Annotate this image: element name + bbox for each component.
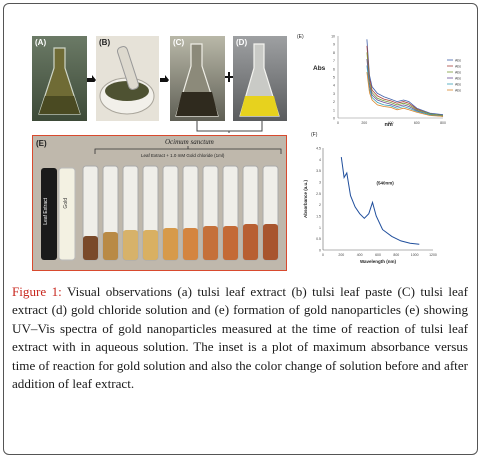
y-tick-label: 3.5 bbox=[316, 169, 321, 173]
panel-d-label: (D) bbox=[236, 38, 248, 47]
plus-sign bbox=[225, 70, 233, 84]
x-tick-label: 600 bbox=[414, 121, 420, 125]
bracket-sublabel: Leaf Extract + 1.0 mM Gold chloride (1ml… bbox=[141, 153, 225, 158]
y-axis-label: Absorbance (a.u.) bbox=[303, 180, 308, 219]
x-tick-label: 600 bbox=[375, 253, 381, 257]
y-tick-label: 5 bbox=[333, 76, 335, 80]
tube-bracket bbox=[94, 146, 282, 154]
spectra-top-svg: 0 1 2 3 4 5 6 7 8 9 10 0 200 400 600 800 Abs nm Abs Abs Abs A… bbox=[313, 35, 461, 129]
legend-entry: Abs bbox=[455, 83, 461, 87]
legend-entry: Abs bbox=[455, 65, 461, 69]
x-tick-label: 400 bbox=[388, 121, 394, 125]
x-tick-label: 0 bbox=[322, 253, 324, 257]
plus-icon bbox=[225, 72, 233, 82]
tube-label-leaf: Leaf Extract bbox=[43, 198, 49, 225]
y-tick-label: 0 bbox=[319, 249, 321, 253]
y-tick-label: 2 bbox=[319, 203, 321, 207]
caption-text: Visual observations (a) tulsi leaf extra… bbox=[12, 284, 468, 392]
x-tick-label: 800 bbox=[440, 121, 446, 125]
legend-entry: Abs bbox=[455, 71, 461, 75]
y-tick-label: 2.5 bbox=[316, 192, 321, 196]
y-tick-label: 2 bbox=[333, 100, 335, 104]
y-tick-label: 10 bbox=[331, 35, 335, 39]
series-line bbox=[366, 58, 444, 117]
figure-number: Figure 1: bbox=[12, 284, 62, 299]
y-tick-label: 1.5 bbox=[316, 215, 321, 219]
panel-a-label: (A) bbox=[35, 38, 47, 47]
series-line bbox=[366, 52, 444, 116]
spectra-bottom-svg: 0 0.5 1 1.5 2 2.5 3 3.5 4 4.5 0 200 400 600 800 1000 120… bbox=[303, 147, 437, 265]
x-tick-label: 400 bbox=[357, 253, 363, 257]
y-tick-label: 8 bbox=[333, 51, 335, 55]
x-axis-label: nm bbox=[385, 122, 393, 128]
y-tick-label: 7 bbox=[333, 59, 335, 63]
panel-c-photo: (C) bbox=[170, 36, 225, 121]
y-tick-label: 1 bbox=[319, 226, 321, 230]
flask-a-graphic bbox=[38, 47, 81, 115]
arrow-icon bbox=[160, 75, 169, 82]
bracket-cd bbox=[196, 121, 263, 133]
series-line bbox=[366, 65, 444, 117]
y-tick-label: 0 bbox=[333, 117, 335, 121]
panel-b-photo: (B) bbox=[96, 36, 159, 121]
figure-caption: Figure 1: Visual observations (a) tulsi … bbox=[12, 283, 468, 393]
x-tick-label: 200 bbox=[338, 253, 344, 257]
x-tick-label: 1200 bbox=[429, 253, 437, 257]
tube-label-gold: Gold bbox=[63, 198, 69, 209]
panel-d-photo: (D) bbox=[233, 36, 287, 121]
legend-entry: Abs bbox=[455, 77, 461, 81]
legend-entry: Abs bbox=[455, 59, 461, 63]
series-line bbox=[366, 72, 444, 117]
panel-e-label: (E) bbox=[36, 139, 47, 148]
x-tick-label: 0 bbox=[337, 121, 339, 125]
x-axis-label: Wavelength (nm) bbox=[360, 259, 397, 264]
series-line bbox=[366, 45, 444, 116]
arrow-ab bbox=[87, 72, 96, 82]
legend-entry: Abs bbox=[455, 89, 461, 93]
tubes-graphic bbox=[41, 165, 279, 261]
flask-d-graphic bbox=[239, 43, 280, 117]
y-tick-label: 6 bbox=[333, 67, 335, 71]
x-tick-label: 1000 bbox=[411, 253, 419, 257]
tube bbox=[58, 167, 76, 261]
y-tick-label: 3 bbox=[319, 181, 321, 185]
panel-b-label: (B) bbox=[99, 38, 111, 47]
y-tick-label: 3 bbox=[333, 92, 335, 96]
panel-a-photo: (A) bbox=[32, 36, 87, 121]
panel-e-photo: (E) Ocimum sanctum Leaf Extract + 1.0 mM… bbox=[32, 135, 287, 271]
series-line bbox=[366, 39, 444, 116]
spectra-bottom: (F) 0 0.5 1 1.5 2 2.5 3 3.5 4 4.5 0 200 400 600 800 100… bbox=[293, 130, 471, 270]
panel-c-label: (C) bbox=[173, 38, 185, 47]
spectrum-line bbox=[340, 157, 420, 245]
y-tick-label: 4 bbox=[333, 84, 335, 88]
x-tick-label: 800 bbox=[393, 253, 399, 257]
arrow-bc bbox=[160, 72, 169, 82]
arrow-icon bbox=[87, 75, 96, 82]
y-axis-label: Abs bbox=[313, 65, 326, 72]
spectra-top-label: (E) bbox=[297, 34, 304, 40]
y-tick-label: 9 bbox=[333, 43, 335, 47]
mortar-graphic bbox=[99, 46, 155, 115]
x-tick-label: 200 bbox=[361, 121, 367, 125]
tube bbox=[41, 168, 57, 260]
spectra-top: (E) 0 1 2 3 4 5 6 7 8 9 10 0 200 400 600 800 Abs nm Abs Abs… bbox=[293, 30, 471, 128]
peak-annotation: (540nm) bbox=[377, 180, 395, 185]
y-tick-label: 1 bbox=[333, 108, 335, 112]
y-tick-label: 0.5 bbox=[316, 237, 321, 241]
spectra-bottom-label: (F) bbox=[311, 132, 318, 138]
tube-row bbox=[82, 165, 279, 261]
bracket-label: Ocimum sanctum bbox=[165, 138, 214, 146]
y-tick-label: 4.5 bbox=[316, 147, 321, 151]
flask-c-graphic bbox=[175, 43, 219, 117]
y-tick-label: 4 bbox=[319, 158, 321, 162]
